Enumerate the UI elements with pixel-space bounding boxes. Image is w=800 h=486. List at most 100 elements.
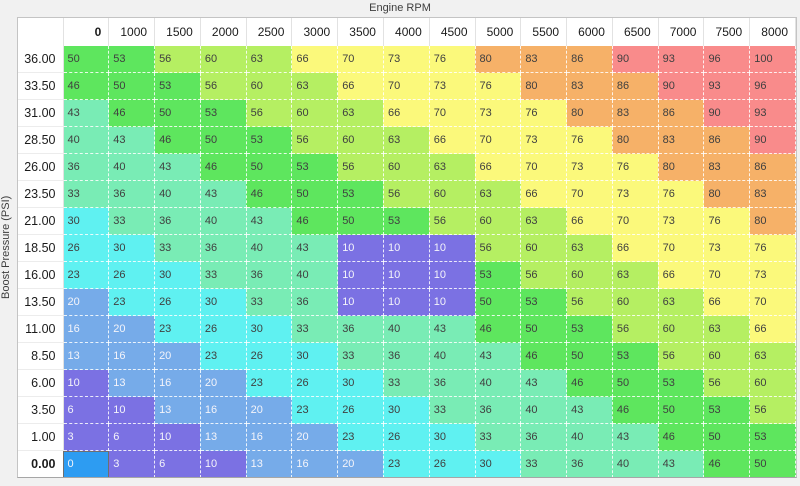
cell-r12c14[interactable]: 56 bbox=[703, 369, 751, 397]
cell-r15c14[interactable]: 46 bbox=[703, 450, 751, 477]
cell-r6c8[interactable]: 56 bbox=[428, 207, 476, 235]
cell-r11c7[interactable]: 36 bbox=[382, 342, 430, 370]
cell-r5c15[interactable]: 83 bbox=[749, 180, 796, 208]
cell-r3c13[interactable]: 83 bbox=[657, 126, 705, 154]
cell-r5c7[interactable]: 56 bbox=[382, 180, 430, 208]
cell-r3c10[interactable]: 73 bbox=[520, 126, 568, 154]
cell-r3c5[interactable]: 56 bbox=[291, 126, 339, 154]
cell-r2c14[interactable]: 90 bbox=[703, 99, 751, 127]
cell-r10c4[interactable]: 30 bbox=[245, 315, 293, 343]
cell-r14c12[interactable]: 43 bbox=[611, 423, 659, 451]
cell-r2c0[interactable]: 43 bbox=[62, 99, 110, 127]
cell-r15c6[interactable]: 20 bbox=[337, 450, 384, 477]
cell-r2c9[interactable]: 73 bbox=[474, 99, 522, 127]
cell-r6c5[interactable]: 46 bbox=[291, 207, 339, 235]
cell-r1c13[interactable]: 90 bbox=[657, 72, 705, 100]
cell-r5c1[interactable]: 36 bbox=[108, 180, 156, 208]
cell-r9c10[interactable]: 53 bbox=[520, 288, 568, 316]
cell-r9c8[interactable]: 10 bbox=[428, 288, 476, 316]
cell-r4c12[interactable]: 76 bbox=[611, 153, 659, 181]
cell-r13c15[interactable]: 56 bbox=[749, 396, 796, 424]
cell-r1c7[interactable]: 70 bbox=[382, 72, 430, 100]
cell-r7c6[interactable]: 10 bbox=[337, 234, 384, 262]
cell-r3c6[interactable]: 60 bbox=[337, 126, 384, 154]
cell-r14c0[interactable]: 3 bbox=[62, 423, 110, 451]
cell-r13c11[interactable]: 43 bbox=[566, 396, 613, 424]
cell-r1c1[interactable]: 50 bbox=[108, 72, 156, 100]
cell-r2c4[interactable]: 56 bbox=[245, 99, 293, 127]
cell-r8c8[interactable]: 10 bbox=[428, 261, 476, 289]
cell-r7c0[interactable]: 26 bbox=[62, 234, 110, 262]
cell-r9c13[interactable]: 63 bbox=[657, 288, 705, 316]
cell-r14c4[interactable]: 16 bbox=[245, 423, 293, 451]
cell-r13c2[interactable]: 13 bbox=[154, 396, 201, 424]
cell-r5c3[interactable]: 43 bbox=[199, 180, 247, 208]
cell-r5c4[interactable]: 46 bbox=[245, 180, 293, 208]
cell-r8c0[interactable]: 23 bbox=[62, 261, 110, 289]
cell-r13c9[interactable]: 36 bbox=[474, 396, 522, 424]
cell-r2c8[interactable]: 70 bbox=[428, 99, 476, 127]
cell-r5c2[interactable]: 40 bbox=[154, 180, 201, 208]
cell-r1c8[interactable]: 73 bbox=[428, 72, 476, 100]
cell-r9c0[interactable]: 20 bbox=[62, 288, 110, 316]
cell-r15c12[interactable]: 40 bbox=[611, 450, 659, 477]
cell-r1c10[interactable]: 80 bbox=[520, 72, 568, 100]
cell-r10c6[interactable]: 36 bbox=[337, 315, 384, 343]
cell-r8c2[interactable]: 30 bbox=[154, 261, 201, 289]
cell-r10c7[interactable]: 40 bbox=[382, 315, 430, 343]
cell-r2c13[interactable]: 86 bbox=[657, 99, 705, 127]
cell-r9c15[interactable]: 70 bbox=[749, 288, 796, 316]
cell-r7c1[interactable]: 30 bbox=[108, 234, 156, 262]
cell-r6c2[interactable]: 36 bbox=[154, 207, 201, 235]
cell-r13c7[interactable]: 30 bbox=[382, 396, 430, 424]
cell-r8c15[interactable]: 73 bbox=[749, 261, 796, 289]
cell-r8c6[interactable]: 10 bbox=[337, 261, 384, 289]
cell-r4c14[interactable]: 83 bbox=[703, 153, 751, 181]
cell-r10c10[interactable]: 50 bbox=[520, 315, 568, 343]
cell-r11c5[interactable]: 30 bbox=[291, 342, 339, 370]
cell-r12c7[interactable]: 33 bbox=[382, 369, 430, 397]
cell-r0c1[interactable]: 53 bbox=[108, 45, 156, 73]
cell-r0c4[interactable]: 63 bbox=[245, 45, 293, 73]
cell-r10c5[interactable]: 33 bbox=[291, 315, 339, 343]
cell-r7c15[interactable]: 76 bbox=[749, 234, 796, 262]
cell-r1c0[interactable]: 46 bbox=[62, 72, 110, 100]
cell-r12c3[interactable]: 20 bbox=[199, 369, 247, 397]
cell-r0c0[interactable]: 50 bbox=[62, 45, 110, 73]
cell-r5c5[interactable]: 50 bbox=[291, 180, 339, 208]
cell-r3c14[interactable]: 86 bbox=[703, 126, 751, 154]
cell-r4c6[interactable]: 56 bbox=[337, 153, 384, 181]
cell-r4c8[interactable]: 63 bbox=[428, 153, 476, 181]
cell-r5c8[interactable]: 60 bbox=[428, 180, 476, 208]
cell-r1c6[interactable]: 66 bbox=[337, 72, 384, 100]
cell-r2c11[interactable]: 80 bbox=[566, 99, 613, 127]
cell-r3c11[interactable]: 76 bbox=[566, 126, 613, 154]
cell-r0c14[interactable]: 96 bbox=[703, 45, 751, 73]
cell-r6c13[interactable]: 73 bbox=[657, 207, 705, 235]
cell-r8c5[interactable]: 40 bbox=[291, 261, 339, 289]
cell-r15c2[interactable]: 6 bbox=[154, 450, 201, 477]
cell-r6c10[interactable]: 63 bbox=[520, 207, 568, 235]
cell-r6c9[interactable]: 60 bbox=[474, 207, 522, 235]
cell-r14c1[interactable]: 6 bbox=[108, 423, 156, 451]
cell-r15c4[interactable]: 13 bbox=[245, 450, 293, 477]
cell-r4c2[interactable]: 43 bbox=[154, 153, 201, 181]
cell-r4c3[interactable]: 46 bbox=[199, 153, 247, 181]
cell-r4c4[interactable]: 50 bbox=[245, 153, 293, 181]
cell-r6c1[interactable]: 33 bbox=[108, 207, 156, 235]
cell-r1c9[interactable]: 76 bbox=[474, 72, 522, 100]
cell-r9c1[interactable]: 23 bbox=[108, 288, 156, 316]
cell-r6c4[interactable]: 43 bbox=[245, 207, 293, 235]
cell-r1c12[interactable]: 86 bbox=[611, 72, 659, 100]
cell-r6c11[interactable]: 66 bbox=[566, 207, 613, 235]
cell-r13c4[interactable]: 20 bbox=[245, 396, 293, 424]
cell-r6c3[interactable]: 40 bbox=[199, 207, 247, 235]
cell-r13c6[interactable]: 26 bbox=[337, 396, 384, 424]
cell-r13c13[interactable]: 50 bbox=[657, 396, 705, 424]
cell-r7c7[interactable]: 10 bbox=[382, 234, 430, 262]
cell-r11c4[interactable]: 26 bbox=[245, 342, 293, 370]
cell-r12c9[interactable]: 40 bbox=[474, 369, 522, 397]
cell-r10c0[interactable]: 16 bbox=[62, 315, 110, 343]
cell-r7c9[interactable]: 56 bbox=[474, 234, 522, 262]
cell-r2c12[interactable]: 83 bbox=[611, 99, 659, 127]
